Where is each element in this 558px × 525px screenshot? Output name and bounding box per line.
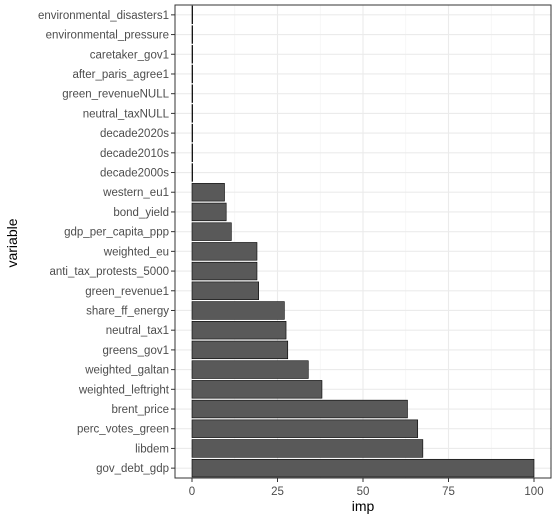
- y-tick-label: gdp_per_capita_ppp: [64, 227, 169, 239]
- bar: [191, 321, 287, 340]
- y-tick-label: gov_debt_gdp: [96, 463, 169, 475]
- y-tick-label: weighted_leftright: [78, 384, 170, 396]
- bar: [191, 439, 424, 458]
- bar: [191, 123, 193, 143]
- y-axis: environmental_disasters1 environmental_pr…: [38, 10, 175, 475]
- bar: [191, 202, 227, 222]
- bar: [191, 399, 408, 419]
- bar: [191, 242, 258, 261]
- bar: [191, 104, 193, 123]
- bar: [191, 380, 323, 399]
- x-axis: 0 25 50 75 100: [189, 478, 544, 498]
- bar: [191, 301, 285, 320]
- y-tick-label: libdem: [135, 443, 169, 455]
- y-tick-label: after_paris_agree1: [72, 69, 169, 81]
- bar: [191, 222, 232, 241]
- y-tick-label: greens_gov1: [103, 345, 170, 357]
- y-tick-label: neutral_tax1: [106, 325, 169, 337]
- bar: [191, 183, 225, 202]
- bar: [191, 163, 193, 182]
- x-tick-label: 0: [189, 486, 195, 498]
- bar: [191, 45, 193, 64]
- x-tick-label: 25: [271, 486, 284, 498]
- x-tick-label: 75: [442, 486, 455, 498]
- y-tick-label: environmental_disasters1: [38, 10, 169, 22]
- bar: [191, 458, 535, 478]
- y-tick-label: decade2010s: [100, 148, 169, 160]
- y-tick-label: share_ff_energy: [86, 305, 169, 317]
- y-tick-label: decade2000s: [100, 168, 169, 180]
- y-tick-label: anti_tax_protests_5000: [49, 266, 169, 278]
- x-tick-label: 100: [524, 486, 543, 498]
- bar: [191, 5, 193, 25]
- y-tick-label: green_revenueNULL: [62, 89, 169, 101]
- x-axis-title: imp: [352, 498, 375, 514]
- bar: [191, 64, 193, 84]
- bar: [191, 360, 309, 379]
- bar: [191, 281, 259, 300]
- y-tick-label: neutral_taxNULL: [83, 108, 170, 120]
- bar: [191, 25, 193, 44]
- bars: [191, 5, 535, 478]
- y-tick-label: environmental_pressure: [46, 30, 169, 42]
- bar: [191, 261, 258, 281]
- y-tick-label: brent_price: [111, 404, 169, 416]
- y-tick-label: decade2020s: [100, 128, 169, 140]
- y-tick-label: caretaker_gov1: [90, 49, 169, 61]
- y-tick-label: perc_votes_green: [77, 424, 169, 436]
- y-tick-label: bond_yield: [113, 207, 169, 219]
- y-tick-label: green_revenue1: [85, 286, 169, 298]
- y-tick-label: weighted_galtan: [84, 365, 169, 377]
- bar: [191, 143, 193, 162]
- bar: [191, 419, 419, 438]
- bar: [191, 340, 289, 360]
- y-axis-title: variable: [4, 218, 20, 267]
- y-tick-label: western_eu1: [102, 187, 169, 199]
- y-tick-label: weighted_eu: [103, 246, 169, 258]
- bar: [191, 84, 193, 103]
- x-tick-label: 50: [357, 486, 370, 498]
